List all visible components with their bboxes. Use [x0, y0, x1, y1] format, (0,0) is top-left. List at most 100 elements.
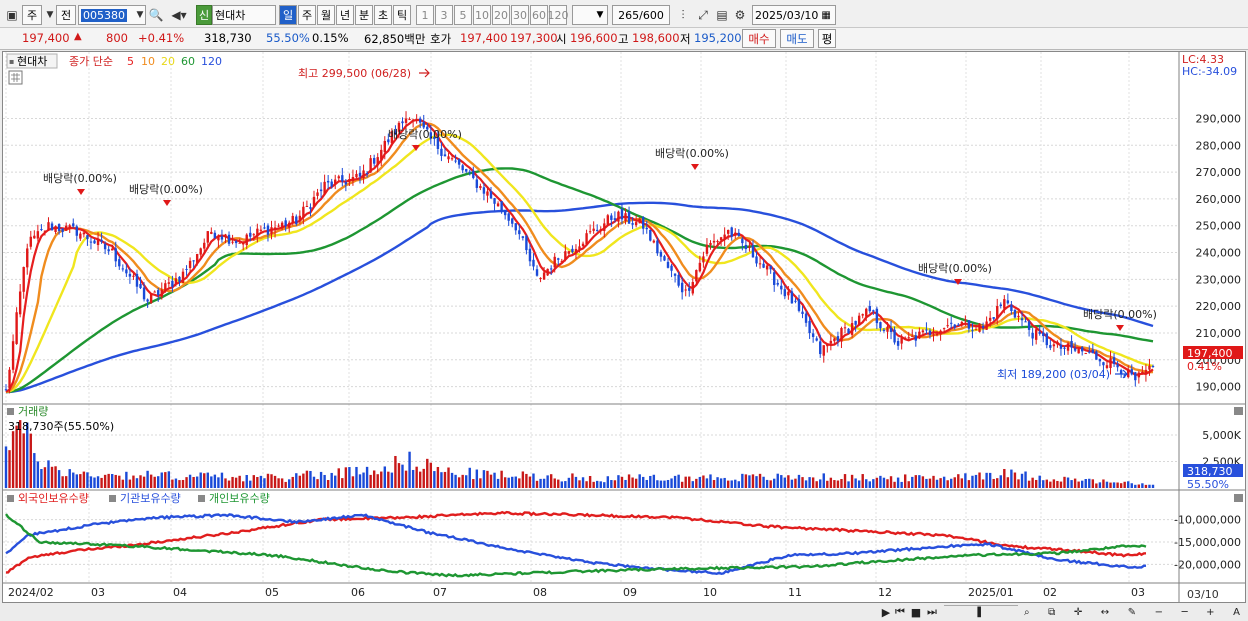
volume-bar — [578, 480, 581, 488]
candle-body — [946, 325, 949, 327]
candle-body — [26, 248, 29, 268]
candle-body — [723, 234, 726, 239]
candle-body — [886, 326, 889, 332]
sell-button[interactable]: 매도 — [780, 29, 814, 48]
eval-button[interactable]: 평 — [818, 29, 836, 48]
candle-body — [656, 240, 659, 254]
forward-icon[interactable]: ⏭ — [927, 605, 937, 618]
volume-bar — [999, 475, 1002, 488]
candle-body — [581, 243, 585, 247]
candle-body — [298, 215, 302, 222]
volume-bar — [903, 474, 907, 488]
close-panel-icon[interactable] — [1234, 494, 1243, 502]
stop-icon[interactable]: ■ — [910, 605, 922, 619]
slider-handle-icon[interactable]: ▌ — [977, 607, 985, 618]
crosshair-icon[interactable]: ✛ — [1073, 606, 1083, 618]
draw-icon[interactable]: ✎ — [1127, 606, 1137, 618]
current-price-tag — [1183, 346, 1243, 359]
volume-bar — [521, 471, 525, 488]
candle-body — [1013, 309, 1017, 318]
measure-icon[interactable]: ↔ — [1100, 606, 1110, 618]
volume-bar — [206, 472, 209, 488]
stock-name-field[interactable]: 현대차 — [212, 5, 276, 25]
volume-bar — [549, 474, 553, 488]
candle-body — [603, 223, 606, 231]
candle-body — [390, 131, 394, 144]
volume-current-tag — [1183, 464, 1243, 477]
candle-body — [1144, 369, 1148, 375]
time-tick-label: 2025/01 — [968, 586, 1014, 599]
zoom-tool-icon[interactable]: ⌕ — [1024, 606, 1030, 618]
period-tab-3[interactable]: 년 — [336, 5, 354, 25]
period-tab-2[interactable]: 월 — [317, 5, 335, 25]
buy-button[interactable]: 매수 — [742, 29, 776, 48]
chart-svg[interactable]: 190,000200,000210,000220,000230,000240,0… — [3, 52, 1245, 602]
interval-tab-5[interactable]: 30 — [511, 5, 529, 25]
interval-tab-2[interactable]: 5 — [454, 5, 472, 25]
stock-tab[interactable] — [6, 53, 58, 69]
volume-bar — [142, 476, 146, 488]
stock-code-dropdown-icon[interactable]: ▼ — [136, 10, 144, 20]
minus-icon[interactable]: − — [1154, 606, 1164, 618]
rewind-icon[interactable]: ⏮ — [895, 605, 905, 618]
chart-tools[interactable]: ⌕ ⧉ ✛ ↔ ✎ − ─ + A — [1024, 605, 1240, 619]
high-label: 고 — [618, 32, 629, 46]
candle-body — [280, 222, 284, 228]
search-icon[interactable]: 🔍 — [148, 8, 164, 22]
volume-bar — [557, 479, 560, 488]
volume-bar — [773, 478, 776, 488]
candle-body — [493, 198, 496, 204]
prev-button[interactable]: 전 — [56, 5, 76, 25]
time-tick-label: 10 — [703, 586, 717, 599]
candle-body — [691, 282, 694, 294]
candle-body — [606, 215, 610, 226]
line-icon[interactable]: ─ — [1181, 606, 1188, 618]
period-select[interactable]: 주 — [22, 5, 42, 25]
stock-code-input[interactable]: 005380 — [78, 5, 146, 25]
count-field[interactable]: 265/600 — [612, 5, 670, 25]
candle-body — [833, 338, 836, 342]
period-tab-0[interactable]: 일 — [279, 5, 297, 25]
interval-tab-0[interactable]: 1 — [416, 5, 434, 25]
candle-body — [911, 335, 914, 337]
candle-type-icon[interactable]: ⫶ — [681, 7, 685, 22]
speaker-icon[interactable]: ◀▾ — [171, 8, 187, 22]
scroll-right-icon[interactable]: ▶ — [881, 605, 891, 619]
candle-body — [252, 234, 256, 236]
plus-icon[interactable]: + — [1206, 606, 1215, 618]
period-tab-4[interactable]: 분 — [355, 5, 373, 25]
chart-area[interactable]: 190,000 200,000 210,000 220,000 230,000 240,0… — [2, 51, 1246, 603]
period-tab-6[interactable]: 틱 — [393, 5, 411, 25]
volume-bar — [146, 470, 149, 488]
zoom-slider[interactable]: ▌ — [944, 605, 1018, 619]
candle-body — [139, 283, 142, 289]
save-icon[interactable]: ▤ — [716, 8, 728, 22]
stock-badge-label: 신 — [198, 9, 210, 22]
volume-bar — [252, 475, 256, 488]
window-icon[interactable]: ▣ — [6, 8, 18, 22]
interval-tab-6[interactable]: 60 — [530, 5, 548, 25]
close-panel-icon[interactable] — [1234, 407, 1243, 415]
chevron-down-icon[interactable]: ▼ — [46, 10, 54, 20]
period-tab-1[interactable]: 주 — [298, 5, 316, 25]
date-field[interactable]: 2025/03/10 ▦ — [752, 5, 836, 25]
interval-tab-4[interactable]: 20 — [492, 5, 510, 25]
volume-bar — [273, 475, 277, 488]
period-tab-5[interactable]: 초 — [374, 5, 392, 25]
text-tool-icon[interactable]: A — [1233, 606, 1240, 618]
volume-bar — [489, 474, 493, 488]
interval-tab-3[interactable]: 10 — [473, 5, 491, 25]
volume-bar — [418, 471, 422, 488]
candle-body — [935, 333, 939, 336]
compare-icon[interactable]: ⧉ — [1048, 606, 1056, 618]
chart-tool-icon[interactable]: ⤢ — [698, 7, 708, 22]
interval-tab-1[interactable]: 3 — [435, 5, 453, 25]
interval-tab-7[interactable]: 120 — [548, 5, 569, 25]
interval-dropdown[interactable]: ▼ — [572, 5, 608, 25]
volume-bar — [411, 469, 415, 488]
gear-icon[interactable]: ⚙ — [734, 8, 746, 22]
volume-bar — [528, 476, 532, 488]
volume: 318,730 — [204, 31, 252, 45]
table-toggle-icon[interactable] — [8, 70, 23, 85]
calendar-icon[interactable]: ▦ — [821, 9, 831, 21]
